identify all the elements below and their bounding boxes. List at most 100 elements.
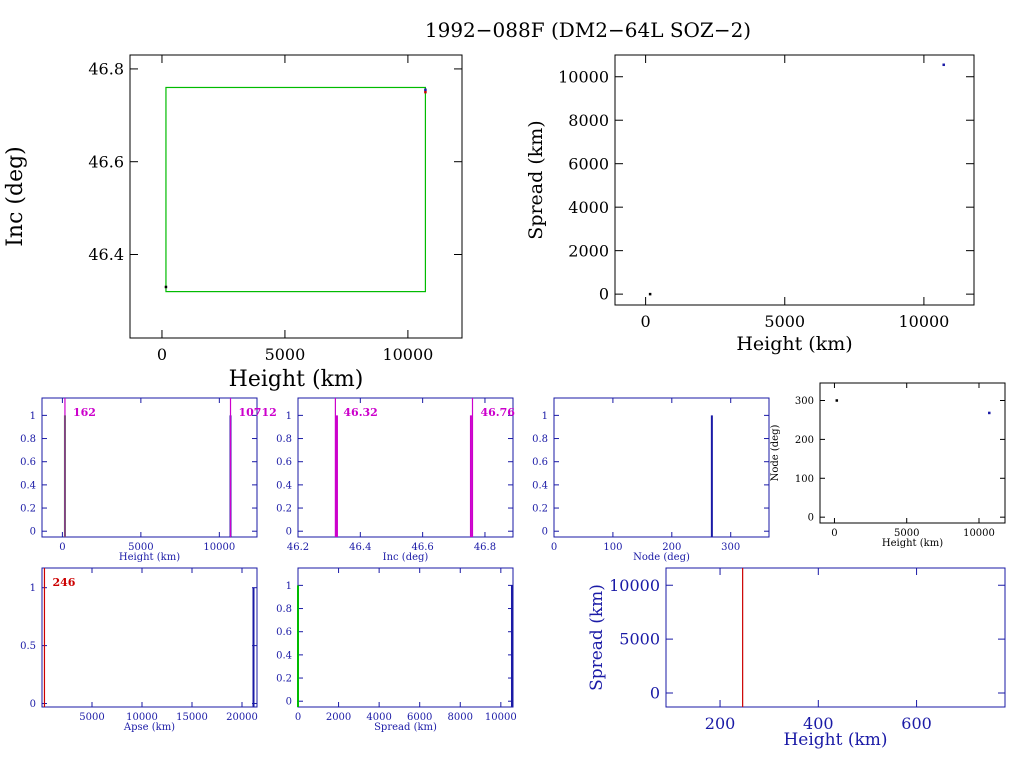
x-tick-label: 5000 (79, 712, 104, 723)
plot-frame (553, 397, 770, 538)
y-tick-label: 0.4 (276, 650, 292, 661)
x-tick-label: 10000 (126, 712, 158, 723)
y-axis-label: Inc (deg) (3, 146, 28, 247)
y-tick-label: 0.4 (532, 480, 548, 491)
y-tick-label: 0 (599, 285, 609, 304)
y-tick-label: 0.5 (20, 641, 36, 652)
y-tick-label: 0.6 (532, 457, 548, 468)
y-axis-label: Spread (km) (525, 120, 547, 239)
value-annotation: 10712 (239, 406, 277, 419)
y-tick-label: 1 (542, 411, 548, 422)
y-tick-label: 0.2 (20, 504, 36, 515)
y-tick-label: 0.6 (276, 457, 292, 468)
plot-frame (297, 397, 514, 538)
y-tick-label: 5000 (619, 630, 660, 649)
apse-histogram-panel: 5000 10000 15000 20000 0 0.5 1 Apse (km) 246 (20, 567, 258, 733)
data-point (424, 90, 427, 94)
x-tick-label: 10000 (898, 312, 949, 331)
page-title: 1992−088F (DM2−64L SOZ−2) (425, 18, 751, 42)
bar (469, 415, 472, 537)
x-tick-label: 46.8 (474, 542, 496, 553)
y-tick-label: 200 (795, 435, 814, 446)
y-tick-label: 0.2 (532, 504, 548, 515)
plot-frame (819, 382, 1006, 524)
x-axis-label: Height (km) (119, 552, 180, 563)
y-tick-label: 8000 (568, 111, 609, 130)
x-axis-label: Height (km) (229, 367, 364, 392)
x-tick-label: 0 (551, 542, 557, 553)
y-tick-label: 0.2 (276, 674, 292, 685)
height-histogram-panel: 0 5000 10000 0 0.2 0.4 0.6 0.8 1 Height (km) 162 10… (20, 397, 277, 563)
inc-vs-height-panel: 0 5000 10000 46.4 46.6 46.8 Height (km) Inc (de… (3, 54, 463, 392)
x-tick-label: 400 (803, 714, 834, 733)
x-tick-label: 0 (641, 312, 651, 331)
y-tick-label: 0.4 (276, 480, 292, 491)
y-tick-label: 46.6 (88, 152, 124, 171)
bar (710, 415, 713, 537)
x-axis-label: Inc (deg) (383, 552, 429, 563)
y-tick-label: 6000 (568, 154, 609, 173)
value-annotation: 46.32 (343, 406, 377, 419)
y-tick-label: 1 (286, 581, 292, 592)
y-tick-label: 46.4 (88, 245, 124, 264)
bar (297, 585, 299, 707)
y-tick-label: 1 (30, 583, 36, 594)
x-axis-label: Height (km) (783, 730, 887, 750)
y-tick-label: 10000 (609, 576, 660, 595)
x-tick-label: 10000 (963, 528, 995, 539)
y-tick-label: 2000 (568, 241, 609, 260)
x-tick-label: 300 (721, 542, 740, 553)
y-tick-label: 0.8 (276, 434, 292, 445)
y-tick-label: 0 (650, 684, 660, 703)
x-tick-label: 0 (157, 345, 167, 364)
value-annotation: 246 (52, 576, 75, 589)
plot-frame (614, 54, 975, 306)
y-tick-label: 0 (808, 513, 814, 524)
inc-histogram-panel: 46.2 46.4 46.6 46.8 0 0.2 0.4 0.6 0.8 1 Inc (deg) 4… (276, 397, 515, 563)
node-vs-height-panel: 0 5000 10000 0 100 200 300 Height (km) Node (deg… (770, 382, 1006, 549)
x-tick-label: 5000 (764, 312, 805, 331)
value-annotation: 162 (73, 406, 96, 419)
data-point (988, 411, 991, 415)
y-tick-label: 0 (542, 527, 548, 538)
x-tick-label: 10000 (485, 712, 517, 723)
x-tick-label: 0 (831, 528, 837, 539)
y-tick-label: 0.8 (532, 434, 548, 445)
y-tick-label: 4000 (568, 198, 609, 217)
spread-histogram-panel: 0 2000 4000 6000 8000 10000 0 0.2 0.4 0.6 0.8 1 Spre… (276, 567, 517, 733)
y-axis-label: Spread (km) (587, 584, 607, 691)
y-tick-label: 10000 (558, 67, 609, 86)
spread-vs-height-zoom-panel: 200 400 600 0 5000 10000 Height (km) Spread (km… (587, 567, 1006, 750)
plot-frame (129, 54, 463, 339)
x-tick-label: 100 (603, 542, 622, 553)
y-tick-label: 1 (30, 411, 36, 422)
data-point (424, 88, 427, 92)
data-point (648, 292, 652, 296)
data-point (164, 285, 168, 289)
x-tick-label: 10000 (382, 345, 433, 364)
y-tick-label: 100 (795, 474, 814, 485)
x-tick-label: 5000 (128, 542, 153, 553)
bar (510, 585, 513, 707)
y-tick-label: 0.6 (276, 627, 292, 638)
y-axis-label: Node (deg) (770, 425, 781, 482)
x-tick-label: 15000 (176, 712, 208, 723)
x-tick-label: 200 (705, 714, 736, 733)
y-tick-label: 0 (30, 527, 36, 538)
x-tick-label: 46.4 (349, 542, 371, 553)
plot-frame (41, 397, 258, 538)
y-tick-label: 0.2 (276, 504, 292, 515)
x-tick-label: 20000 (226, 712, 258, 723)
x-tick-label: 46.6 (412, 542, 434, 553)
y-tick-label: 0.8 (20, 434, 36, 445)
y-tick-label: 1 (286, 411, 292, 422)
x-tick-label: 5000 (265, 345, 306, 364)
x-tick-label: 8000 (448, 712, 473, 723)
node-histogram-panel: 0 100 200 300 0 0.2 0.4 0.6 0.8 1 Node (deg) (532, 397, 770, 563)
x-tick-label: 6000 (407, 712, 432, 723)
y-tick-label: 0.4 (20, 480, 36, 491)
bar (335, 415, 338, 537)
x-tick-label: 0 (59, 542, 65, 553)
range-box (165, 86, 427, 293)
